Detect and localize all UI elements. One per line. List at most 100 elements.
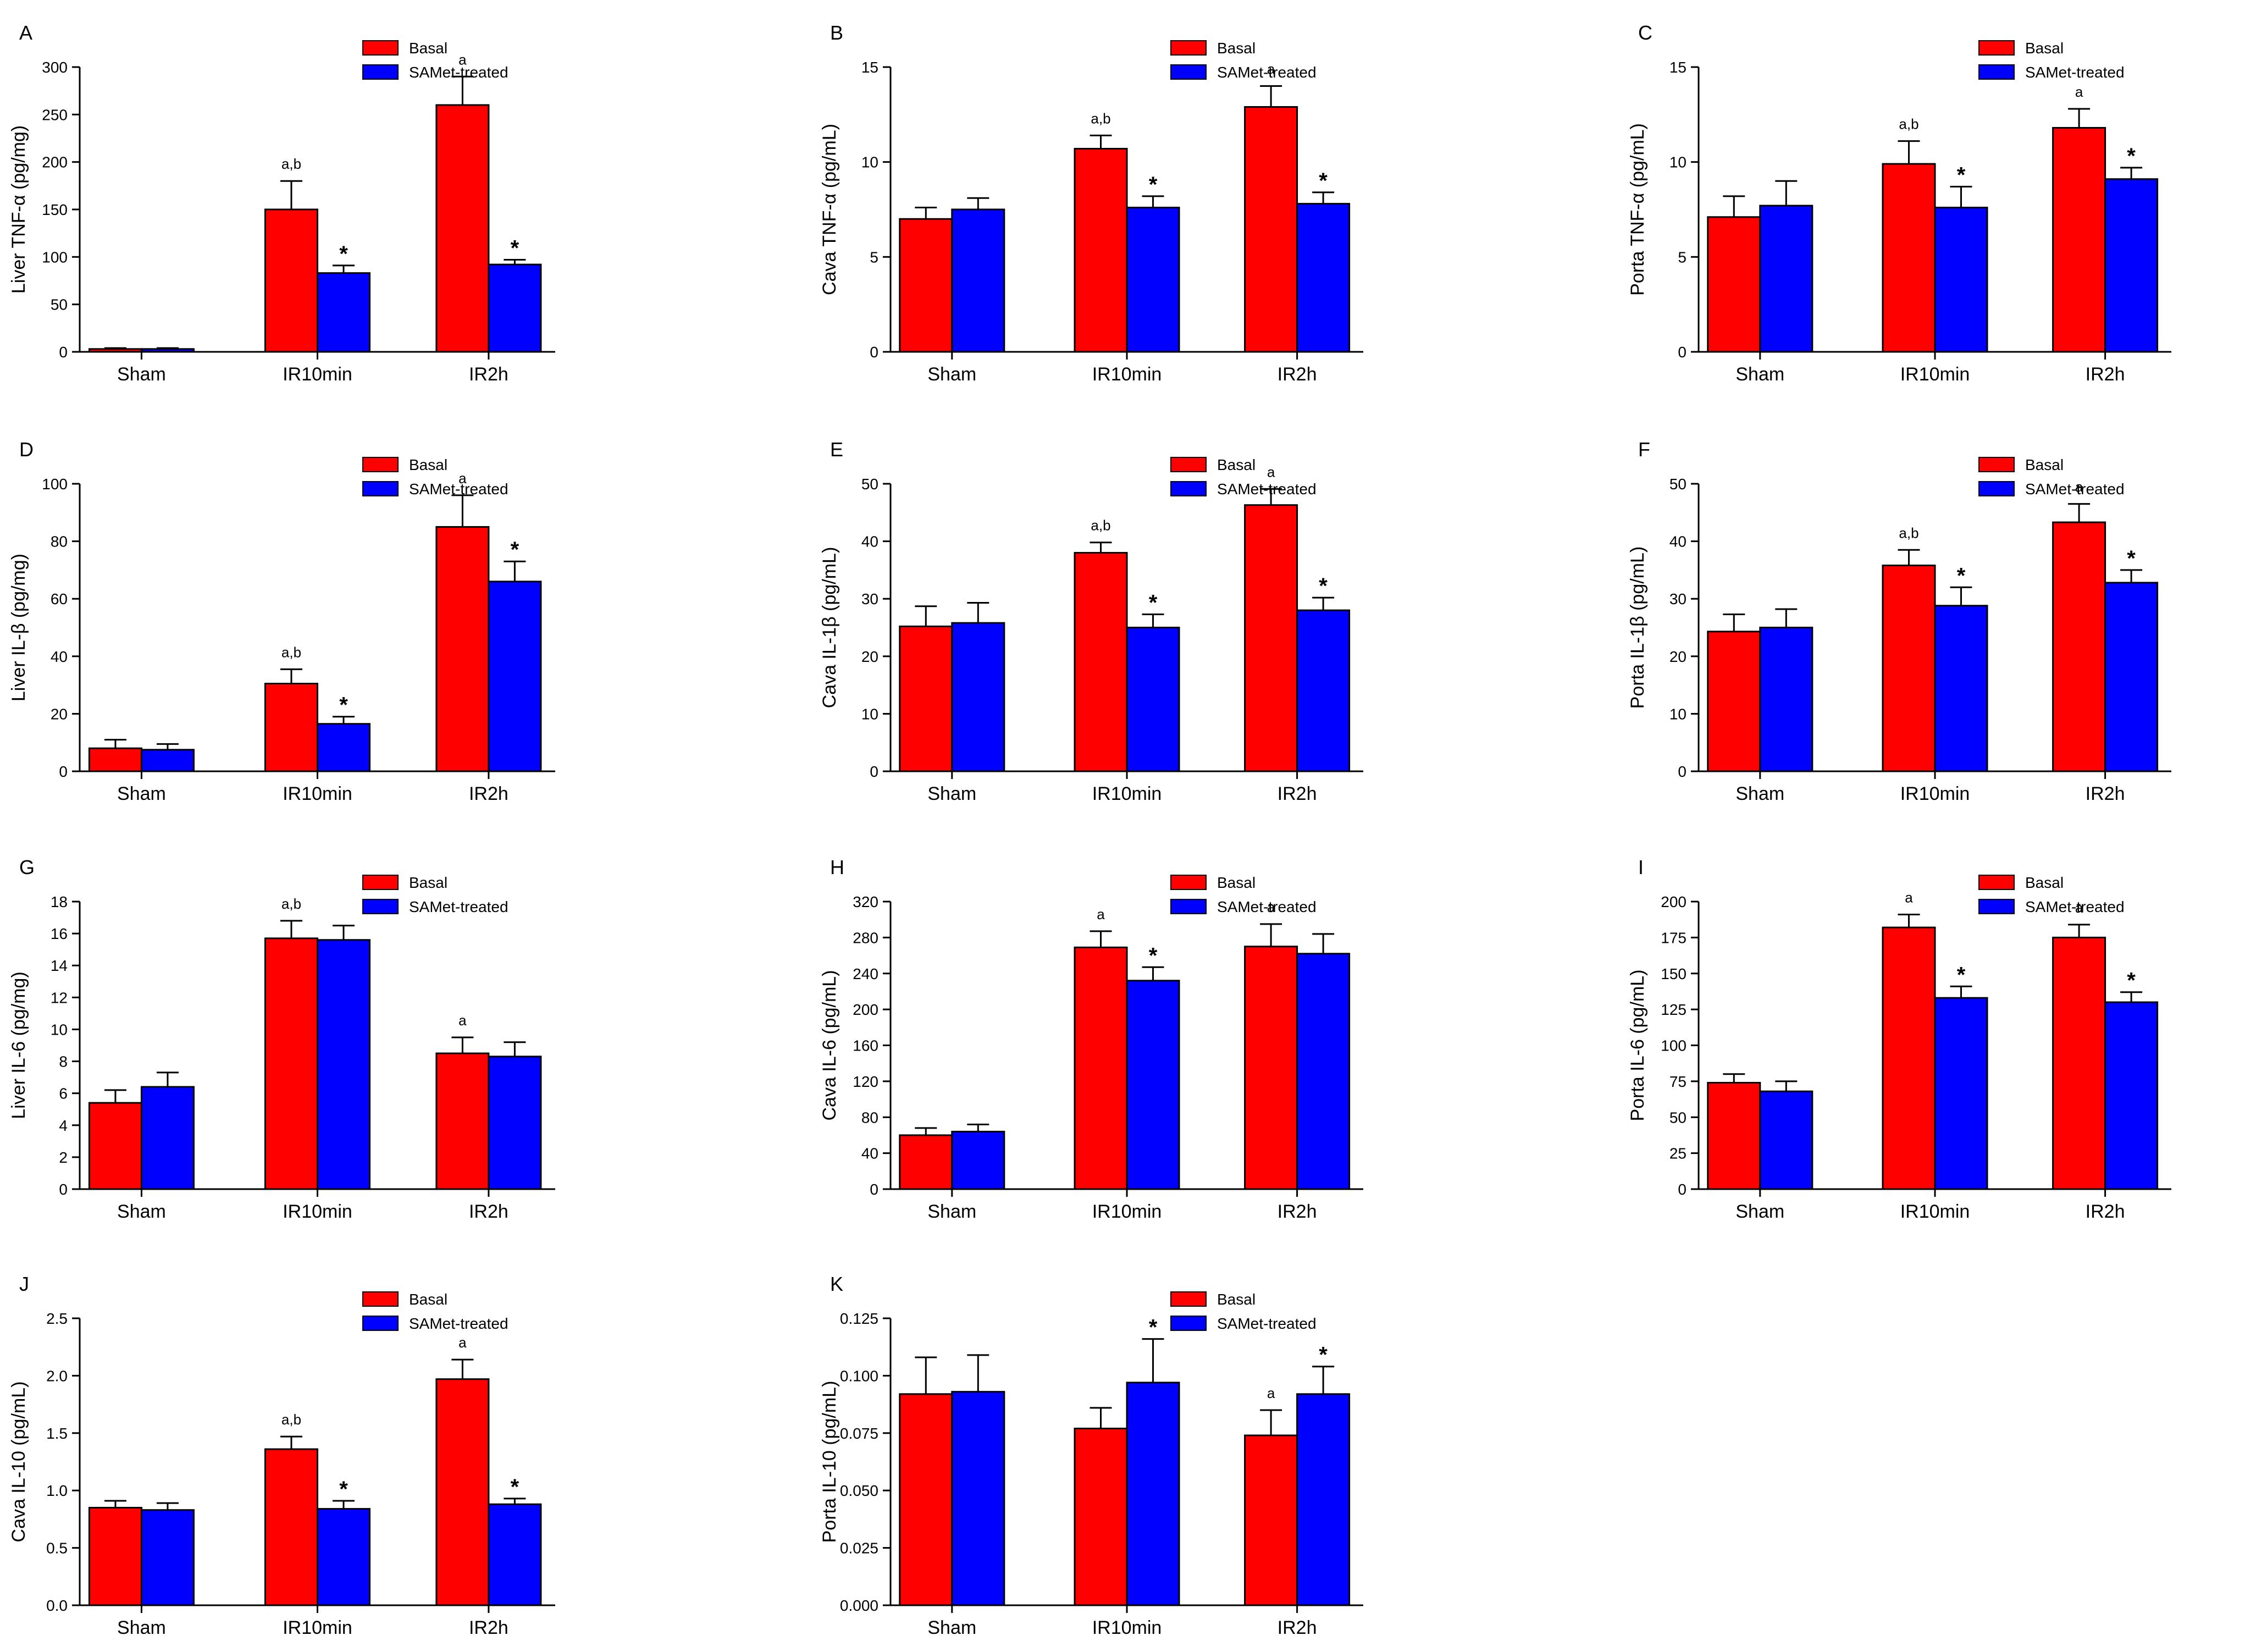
- bar-basal-sham: [88, 1102, 142, 1190]
- y-tick-label: 0.025: [840, 1540, 878, 1557]
- bar-samet-ir10min: [1934, 207, 1988, 353]
- x-tick-label: IR2h: [1278, 1201, 1317, 1222]
- bar-basal-sham: [88, 747, 142, 772]
- y-tick-label: 150: [42, 201, 68, 218]
- bar-basal-ir2h: [435, 104, 490, 353]
- bar-basal-ir10min: [1074, 552, 1128, 772]
- bar-samet-ir10min: [1934, 605, 1988, 772]
- y-tick-label: 2.5: [46, 1310, 68, 1327]
- legend-label: SAMet-treated: [409, 1315, 508, 1332]
- significance-label: a,b: [1899, 524, 1918, 541]
- y-tick-label: 0.050: [840, 1482, 878, 1499]
- x-tick-label: IR10min: [1092, 1617, 1162, 1638]
- bar-basal-ir10min: [1882, 565, 1936, 772]
- bar-basal-sham: [1707, 631, 1761, 772]
- legend-swatch-samet: [362, 1316, 399, 1331]
- y-tick-label: 0: [1678, 763, 1687, 780]
- legend-swatch-samet: [362, 64, 399, 80]
- significance-label: *: [1149, 943, 1158, 968]
- legend-label: Basal: [1217, 40, 1256, 57]
- significance-label: *: [1957, 163, 1966, 187]
- y-tick-label: 60: [51, 590, 68, 607]
- significance-label: a: [458, 1334, 467, 1351]
- legend-label: SAMet-treated: [409, 898, 508, 915]
- legend-swatch-basal: [1978, 457, 2015, 472]
- y-tick-label: 300: [42, 59, 68, 76]
- legend-swatch-basal: [362, 40, 399, 56]
- panel-J: J 0.0 0.5 1.0 1.5 2.0 2.5 Cava IL-10 (pg/mL) Sha…: [8, 1273, 555, 1638]
- significance-label: a,b: [1091, 110, 1110, 126]
- y-tick-label: 1.0: [46, 1482, 68, 1499]
- legend-swatch-samet: [1978, 899, 2015, 914]
- y-tick-label: 50: [861, 476, 878, 493]
- y-tick-label: 0: [59, 344, 68, 361]
- y-tick-label: 160: [853, 1037, 878, 1054]
- bar-basal-ir2h: [1244, 946, 1298, 1190]
- y-axis-title: Porta IL-1β (pg/mL): [1627, 546, 1648, 709]
- y-tick-label: 80: [861, 1109, 878, 1126]
- significance-label: *: [1957, 563, 1966, 588]
- bar-samet-sham: [951, 622, 1005, 772]
- bar-samet-ir10min: [1126, 1382, 1180, 1606]
- significance-label: *: [2127, 144, 2136, 168]
- significance-label: a: [1267, 463, 1275, 480]
- y-tick-label: 0.075: [840, 1425, 878, 1442]
- y-tick-label: 280: [853, 929, 878, 946]
- significance-label: a,b: [281, 156, 301, 172]
- y-tick-label: 15: [861, 59, 878, 76]
- legend-label: SAMet-treated: [2025, 480, 2125, 498]
- legend-swatch-basal: [1170, 1291, 1207, 1307]
- bar-basal-ir10min: [1882, 163, 1936, 353]
- bar-samet-sham: [951, 1130, 1005, 1190]
- y-tick-label: 0: [59, 763, 68, 780]
- legend-swatch-samet: [1978, 64, 2015, 80]
- significance-label: *: [511, 1475, 519, 1499]
- y-tick-label: 0.000: [840, 1597, 878, 1614]
- bar-basal-sham: [899, 1393, 953, 1606]
- y-tick-label: 0.5: [46, 1540, 68, 1557]
- legend-label: Basal: [409, 874, 447, 891]
- y-tick-label: 10: [51, 1021, 68, 1038]
- bar-samet-ir2h: [488, 263, 542, 353]
- bar-basal-ir10min: [264, 937, 318, 1190]
- bar-basal-ir10min: [1074, 946, 1128, 1190]
- significance-label: *: [1149, 590, 1158, 615]
- significance-label: a: [1267, 899, 1275, 915]
- bar-basal-ir10min: [1074, 147, 1128, 353]
- x-tick-label: Sham: [927, 1617, 976, 1638]
- legend-label: Basal: [409, 40, 447, 57]
- significance-label: *: [1319, 169, 1328, 193]
- y-axis-title: Liver TNF-α (pg/mg): [8, 125, 29, 294]
- bar-basal-sham: [1707, 1081, 1761, 1190]
- bar-basal-ir2h: [2052, 521, 2106, 772]
- legend-label: Basal: [2025, 456, 2064, 473]
- y-tick-label: 40: [1669, 533, 1687, 550]
- bar-samet-ir10min: [317, 1508, 371, 1606]
- y-tick-label: 200: [853, 1001, 878, 1018]
- significance-label: a,b: [1091, 517, 1110, 534]
- x-tick-label: Sham: [927, 783, 976, 804]
- bar-samet-ir2h: [2104, 582, 2159, 772]
- panel-E: E 0 10 20 30 40 50 Cava IL-1β (pg/mL) Sham IR10mi…: [819, 438, 1363, 804]
- legend-label: SAMet-treated: [1217, 64, 1317, 81]
- panel-label: H: [830, 856, 844, 879]
- y-tick-label: 0.0: [46, 1597, 68, 1614]
- y-tick-label: 200: [1661, 893, 1687, 910]
- y-tick-label: 100: [1661, 1037, 1687, 1054]
- significance-label: a,b: [281, 896, 301, 912]
- significance-label: *: [511, 538, 519, 562]
- bar-samet-ir10min: [1126, 980, 1180, 1190]
- x-tick-label: Sham: [1735, 364, 1784, 385]
- x-tick-label: IR10min: [1900, 783, 1970, 804]
- significance-label: a: [2075, 899, 2083, 916]
- y-tick-label: 10: [1669, 154, 1687, 171]
- y-tick-label: 10: [1669, 705, 1687, 722]
- x-tick-label: Sham: [1735, 783, 1784, 804]
- y-tick-label: 80: [51, 533, 68, 550]
- y-tick-label: 15: [1669, 59, 1687, 76]
- bar-samet-sham: [1759, 205, 1813, 353]
- x-tick-label: IR10min: [283, 1201, 352, 1222]
- y-tick-label: 0: [1678, 344, 1687, 361]
- panel-G: G 0 2 4 6 8 10 12 14 16 18 Liver IL-6 (pg/mg) Sham IR…: [8, 856, 555, 1222]
- y-tick-label: 5: [870, 248, 878, 266]
